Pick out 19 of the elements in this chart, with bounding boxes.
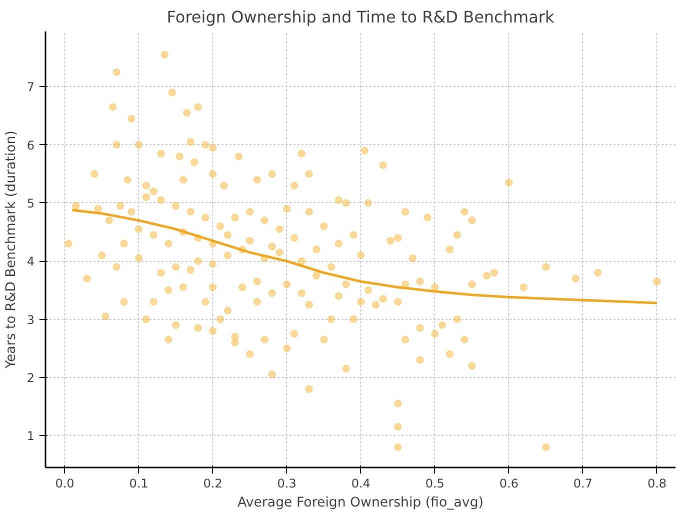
x-tick-label: 0.4 xyxy=(351,476,370,490)
x-tick-label: 0.3 xyxy=(277,476,296,490)
y-tick-label: 7 xyxy=(26,80,35,94)
y-tick-label: 5 xyxy=(26,196,35,210)
x-axis-title: Average Foreign Ownership (fio_avg) xyxy=(238,496,484,510)
x-tick-label: 0.5 xyxy=(425,476,444,490)
x-tick-label: 0.8 xyxy=(647,476,667,490)
x-tick-label: 0.2 xyxy=(203,476,222,490)
y-tick-label: 6 xyxy=(26,138,35,152)
y-tick-label: 3 xyxy=(26,312,35,327)
x-tick-label: 0.7 xyxy=(573,476,593,490)
x-tick-label: 0.6 xyxy=(499,476,518,490)
chart-title: Foreign Ownership and Time to R&D Benchmark xyxy=(166,8,555,26)
y-tick-label: 2 xyxy=(26,370,35,385)
y-tick-label: 1 xyxy=(26,429,35,444)
y-axis-title: Years to R&D Benchmark (duration) xyxy=(4,130,19,370)
x-tick-label: 0.1 xyxy=(129,476,148,490)
y-tick-label: 4 xyxy=(26,254,35,269)
x-tick-label: 0.0 xyxy=(55,476,74,490)
